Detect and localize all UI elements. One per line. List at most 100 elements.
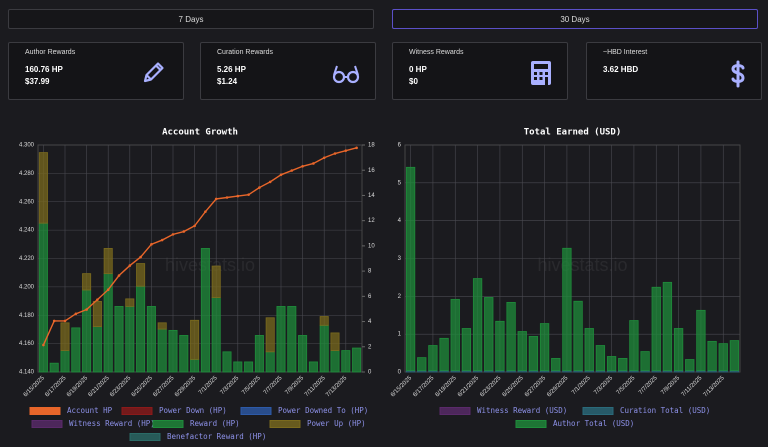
- bar: [484, 297, 494, 371]
- x-tick-label: 6/17/2025: [412, 375, 436, 399]
- bar: [651, 286, 661, 371]
- x-tick-label: 6/27/2025: [524, 375, 548, 399]
- line-point: [139, 255, 142, 259]
- legend-swatch: [269, 420, 301, 428]
- x-tick-label: 6/23/2025: [479, 375, 503, 399]
- line: [42, 147, 357, 346]
- line-point: [117, 274, 121, 277]
- x-tick-label: 7/1/2025: [571, 375, 592, 396]
- bar: [352, 347, 362, 373]
- legend-swatch: [152, 420, 184, 428]
- bar: [618, 357, 628, 371]
- bar: [539, 323, 550, 371]
- bar: [718, 343, 728, 371]
- bar: [551, 357, 561, 371]
- bar: [450, 298, 460, 371]
- legend-swatch: [240, 407, 272, 415]
- x-tick-label: 6/21/2025: [88, 375, 112, 399]
- x-tick-label: 7/5/2025: [616, 375, 637, 396]
- y-tick-label: 1: [398, 332, 402, 338]
- y-tick-label: 4.260: [19, 199, 35, 205]
- legend-label: Reward (HP): [190, 419, 240, 428]
- bar: [428, 345, 438, 371]
- bar: [562, 247, 572, 371]
- bar: [707, 340, 717, 371]
- x-tick-label: 7/9/2025: [660, 375, 681, 396]
- y2-tick-label: 18: [368, 143, 375, 149]
- bar: [60, 322, 70, 351]
- bar: [211, 297, 221, 373]
- x-tick-label: 6/27/2025: [152, 375, 176, 399]
- line-point: [182, 230, 186, 233]
- card-title: ~HBD Interest: [603, 49, 648, 56]
- legend-label: Benefactor Reward (HP): [167, 432, 266, 441]
- y-tick-label: 2: [398, 294, 402, 300]
- x-tick-label: 7/3/2025: [593, 375, 614, 396]
- y2-tick-label: 4: [368, 319, 372, 325]
- line-point: [160, 238, 164, 242]
- bar: [595, 345, 606, 371]
- line-point: [258, 186, 261, 189]
- x-tick-label: 7/9/2025: [284, 375, 305, 396]
- card-value: $37.99: [25, 77, 50, 86]
- x-tick-label: 6/15/2025: [23, 375, 47, 399]
- bar: [276, 306, 286, 373]
- card-value: 160.76 HP: [25, 65, 63, 74]
- y2-tick-label: 12: [368, 218, 375, 224]
- bar: [179, 335, 189, 373]
- bar: [146, 306, 156, 373]
- legend-label: Author Total (USD): [553, 419, 634, 428]
- card-title: Curation Rewards: [217, 49, 274, 56]
- range-button[interactable]: 30 Days: [392, 9, 758, 29]
- line-point: [106, 288, 110, 292]
- bar: [319, 324, 329, 373]
- x-tick-label: 6/19/2025: [435, 375, 459, 399]
- chart-title: Account Growth: [162, 128, 238, 138]
- bar: [103, 273, 113, 373]
- bar: [685, 359, 695, 371]
- range-button[interactable]: 7 Days: [8, 9, 374, 29]
- bar: [92, 326, 102, 373]
- bar: [287, 306, 297, 373]
- x-tick-label: 6/23/2025: [109, 375, 133, 399]
- bar: [308, 361, 318, 373]
- line-point: [333, 152, 337, 155]
- bar: [211, 265, 221, 298]
- line-point: [204, 210, 207, 213]
- line-point: [344, 149, 348, 152]
- bar: [244, 361, 254, 373]
- bar: [629, 320, 639, 371]
- bar: [517, 331, 527, 371]
- card-title: Author Rewards: [25, 49, 76, 56]
- bar: [405, 166, 416, 371]
- bar: [528, 336, 539, 371]
- x-tick-label: 6/19/2025: [66, 375, 90, 399]
- bar: [673, 328, 684, 371]
- bar: [640, 351, 650, 371]
- card-value: $1.24: [217, 77, 238, 86]
- legend-label: Curation Total (USD): [620, 406, 710, 415]
- line-point: [96, 298, 99, 301]
- bar: [190, 358, 200, 373]
- legend-label: Power Down (HP): [159, 406, 227, 415]
- line-point: [322, 156, 326, 160]
- line-point: [236, 194, 240, 198]
- bar: [461, 328, 472, 371]
- bar: [417, 357, 427, 371]
- bar: [92, 300, 102, 327]
- legend-label: Account HP: [67, 406, 113, 415]
- bar: [472, 278, 483, 371]
- y-tick-label: 4: [398, 218, 402, 224]
- bar: [254, 335, 264, 373]
- legend-swatch: [582, 407, 614, 415]
- x-tick-label: 7/11/2025: [681, 375, 704, 398]
- bar: [125, 298, 135, 307]
- bar: [729, 340, 740, 371]
- line-point: [150, 243, 153, 246]
- line-point: [74, 312, 78, 316]
- x-tick-label: 7/7/2025: [263, 375, 284, 396]
- bar: [136, 285, 146, 373]
- card-value: $0: [409, 77, 418, 86]
